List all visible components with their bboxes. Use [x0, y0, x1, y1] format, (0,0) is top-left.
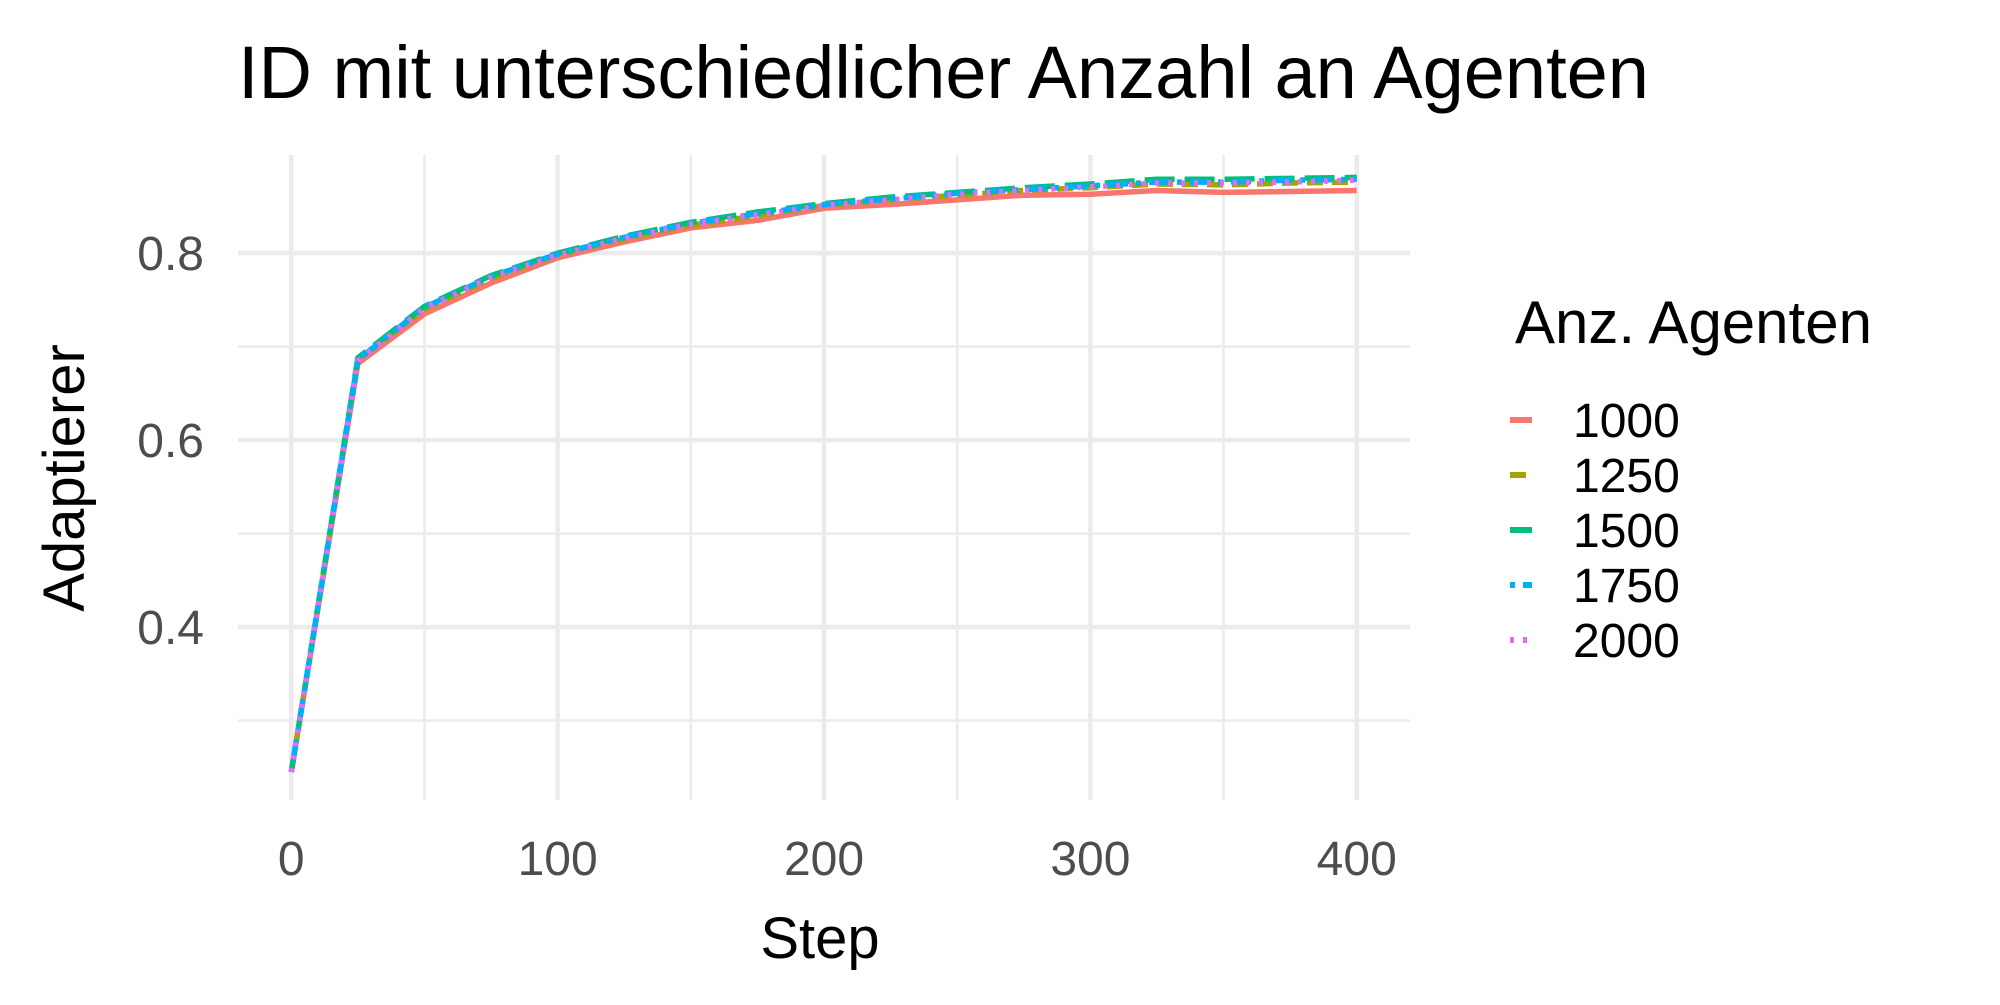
- series-line-1750: [288, 176, 1357, 773]
- series-line-1000: [288, 187, 1357, 773]
- y-axis-title: Adaptierer: [32, 344, 97, 612]
- x-tick-label: 300: [1050, 833, 1130, 886]
- x-tick-label: 200: [784, 833, 864, 886]
- x-axis-ticks: 0 100 200 300 400: [278, 833, 1397, 886]
- x-tick-label: 100: [518, 833, 598, 886]
- x-tick-label: 0: [278, 833, 305, 886]
- legend-label-1000: 1000: [1573, 395, 1680, 448]
- y-tick-label: 0.4: [137, 602, 204, 655]
- chart-title: ID mit unterschiedlicher Anzahl an Agent…: [238, 31, 1649, 114]
- legend-label-2000: 2000: [1573, 615, 1680, 668]
- grid-lines: [238, 155, 1410, 800]
- y-tick-label: 0.6: [137, 415, 204, 468]
- x-tick-label: 400: [1317, 833, 1397, 886]
- x-axis-title: Step: [760, 906, 879, 971]
- y-tick-label: 0.8: [137, 228, 204, 281]
- legend-title: Anz. Agenten: [1515, 289, 1872, 356]
- legend-label-1500: 1500: [1573, 505, 1680, 558]
- legend-label-1250: 1250: [1573, 450, 1680, 503]
- legend-label-1750: 1750: [1573, 560, 1680, 613]
- series-lines: [288, 174, 1357, 773]
- y-axis-ticks: 0.4 0.6 0.8: [137, 228, 204, 655]
